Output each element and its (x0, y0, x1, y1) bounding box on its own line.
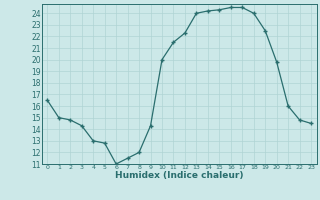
X-axis label: Humidex (Indice chaleur): Humidex (Indice chaleur) (115, 171, 244, 180)
